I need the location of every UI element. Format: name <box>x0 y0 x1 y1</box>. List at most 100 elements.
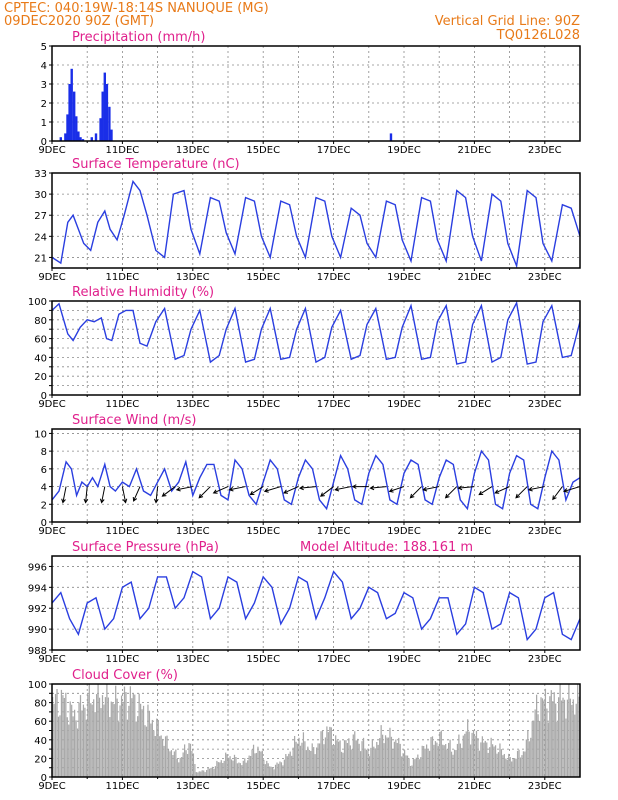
precip-bar <box>105 84 109 141</box>
cloud-bar <box>577 684 579 777</box>
cloud-bar <box>382 734 384 777</box>
precip-bar <box>72 91 76 141</box>
panel-precip: Precipitation (mm/h) 0 1 2 3 4 5 9DEC 11DEC 13DEC… <box>38 30 581 156</box>
wind-ytick-label: 6 <box>41 465 47 476</box>
cloud-bar <box>313 747 315 777</box>
header-model-id: TQ0126L028 <box>496 28 580 43</box>
cloud-xtick-label: 23DEC <box>528 781 562 792</box>
cloud-bar <box>489 747 491 777</box>
cloud-bar <box>446 749 448 777</box>
cloud-bar <box>558 697 560 777</box>
cloud-bar <box>57 716 60 777</box>
panel-cloud: Cloud Cover (%) 0 20 40 60 80 100 9DEC 11DEC 13DE… <box>28 668 581 792</box>
cloud-bar <box>383 743 385 777</box>
cloud-bar <box>236 763 239 777</box>
wind-vector-arrow <box>198 486 211 499</box>
cloud-bar <box>88 684 90 777</box>
cloud-bar <box>147 704 149 777</box>
cloud-bar <box>465 731 467 777</box>
cloud-bar <box>216 760 218 777</box>
cloud-bar <box>379 738 381 777</box>
cloud-bar <box>390 736 393 777</box>
cloud-bar <box>125 691 127 777</box>
cloud-bar <box>311 743 313 777</box>
precip-ytick-label: 5 <box>41 42 47 53</box>
wind-vector-arrow <box>563 486 581 493</box>
cloud-bar <box>512 758 514 777</box>
cloud-bar <box>195 772 197 777</box>
cloud-bar <box>59 715 61 777</box>
pressure-title: Surface Pressure (hPa) <box>72 540 219 555</box>
wind-vector-arrow <box>409 486 422 499</box>
cloud-bar <box>461 747 463 777</box>
temperature-xtick-label: 23DEC <box>528 272 562 283</box>
cloud-bar <box>392 749 394 777</box>
cloud-bar <box>150 723 152 777</box>
wind-xtick-label: 19DEC <box>387 526 421 537</box>
cloud-bar <box>543 700 545 777</box>
cloud-bar <box>307 746 309 777</box>
cloud-bar <box>409 765 412 777</box>
cloud-bar <box>235 757 237 777</box>
cloud-title: Cloud Cover (%) <box>72 668 178 683</box>
cloud-bar <box>162 738 164 777</box>
cloud-xtick-label: 13DEC <box>176 781 210 792</box>
pressure-ytick-label: 996 <box>28 562 47 573</box>
cloud-bar <box>250 755 252 777</box>
cloud-bar <box>456 743 459 777</box>
cloud-bar <box>286 756 288 777</box>
cloud-bar <box>233 754 236 777</box>
cloud-bar <box>222 762 224 777</box>
temperature-xtick-label: 9DEC <box>38 272 65 283</box>
cloud-bar <box>511 761 513 777</box>
cloud-bar <box>508 753 510 777</box>
cloud-bar <box>242 760 244 777</box>
cloud-bar <box>178 762 180 777</box>
wind-title: Surface Wind (m/s) <box>72 413 196 428</box>
cloud-bar <box>404 750 406 777</box>
cloud-bar <box>486 742 488 777</box>
cloud-bar <box>506 759 508 777</box>
cloud-bar <box>540 697 542 777</box>
cloud-bar <box>537 714 539 777</box>
cloud-bar <box>206 770 208 777</box>
precip-bar <box>389 133 393 141</box>
cloud-bar <box>173 751 175 777</box>
cloud-bar <box>503 753 505 777</box>
cloud-bar <box>194 763 196 777</box>
pressure-xtick-label: 21DEC <box>458 654 492 665</box>
humidity-frame <box>51 300 581 396</box>
cloud-bar <box>305 750 307 777</box>
cloud-bar <box>258 750 261 777</box>
cloud-bar <box>562 697 564 777</box>
cloud-bar <box>75 720 77 777</box>
cloud-bar <box>453 749 456 777</box>
cloud-bar <box>264 764 266 777</box>
cloud-bar <box>255 752 258 777</box>
cloud-bar <box>66 717 68 777</box>
humidity-ytick-label: 0 <box>41 391 47 402</box>
cloud-bar <box>538 720 541 777</box>
cloud-bar <box>571 704 573 777</box>
precip-bar <box>101 91 104 141</box>
precip-ytick-label: 1 <box>41 118 47 129</box>
cloud-bar <box>116 698 118 777</box>
panel-temperature: Surface Temperature (nC) 21 24 27 30 33 9DEC 11… <box>34 157 581 283</box>
precip-bar <box>75 116 78 141</box>
cloud-bar <box>197 772 199 777</box>
cloud-bar <box>354 731 356 777</box>
cloud-ytick-label: 60 <box>34 717 47 728</box>
header-run-time: 09DEC2020 90Z (GMT) <box>4 14 154 29</box>
wind-vector-arrow <box>263 486 281 493</box>
pressure-series-line <box>51 570 581 642</box>
cloud-bar <box>283 759 285 777</box>
cloud-bar <box>552 701 554 777</box>
cloud-bar <box>578 696 580 777</box>
pressure-xtick-label: 19DEC <box>387 654 421 665</box>
pressure-xtick-label: 23DEC <box>528 654 562 665</box>
cloud-bar <box>389 727 391 777</box>
cloud-bar <box>167 749 170 777</box>
precip-xtick-label: 11DEC <box>106 145 140 156</box>
cloud-bar <box>333 745 335 777</box>
cloud-bar <box>169 751 171 777</box>
